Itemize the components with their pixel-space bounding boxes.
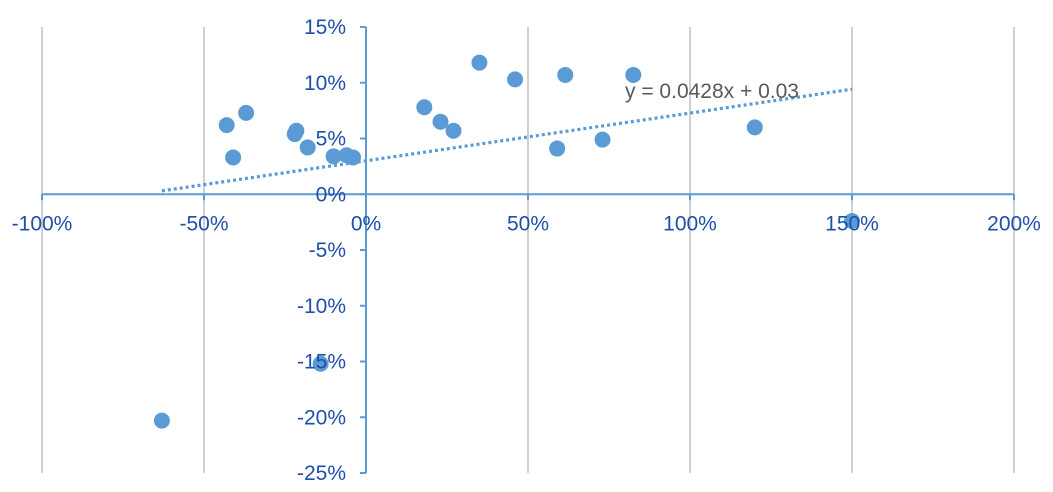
axes [41,26,1015,474]
y-tick-label: 15% [304,16,346,39]
y-tick-label: -5% [309,239,346,262]
data-point [471,54,488,71]
data-point [299,139,316,156]
data-point [625,66,642,83]
y-tick-label: -10% [297,295,346,318]
data-point [844,213,860,230]
trendline-layer [161,87,853,193]
x-tick-label: 0% [351,212,381,235]
x-tick-label: -100% [12,212,73,235]
data-point [445,122,462,139]
grid-lines [41,27,1015,473]
y-tick-label: -15% [297,351,346,374]
data-point [312,355,329,372]
y-tick-label: -25% [297,462,346,485]
data-point [345,149,362,166]
x-tick-label: 150% [825,212,879,235]
y-tick-label: 5% [316,128,346,151]
y-tick-label: 10% [304,72,346,95]
data-point [507,71,524,88]
data-point [746,119,763,136]
data-point [218,117,235,134]
x-tick-label: 50% [507,212,549,235]
x-tick-label: -50% [179,212,228,235]
data-point [416,99,433,116]
data-point [549,140,566,157]
x-tick-label: 200% [987,212,1041,235]
data-point [432,113,449,130]
data-point [594,131,611,148]
data-point [286,126,303,143]
data-point [225,149,242,166]
y-tick-label: 0% [316,183,346,206]
y-tick-label: -20% [297,406,346,429]
tick-labels: -100% -50% 0% 50% 100% 150% 200%15%10%5%0%-5%-… [12,16,1041,485]
trendline-equation: y = 0.0428x + 0.03 [625,80,799,103]
trendline [161,87,853,193]
data-points [153,54,860,429]
data-point [153,412,170,429]
data-point [557,66,574,83]
data-point [238,104,255,121]
x-tick-label: 100% [663,212,717,235]
data-point [325,148,342,165]
